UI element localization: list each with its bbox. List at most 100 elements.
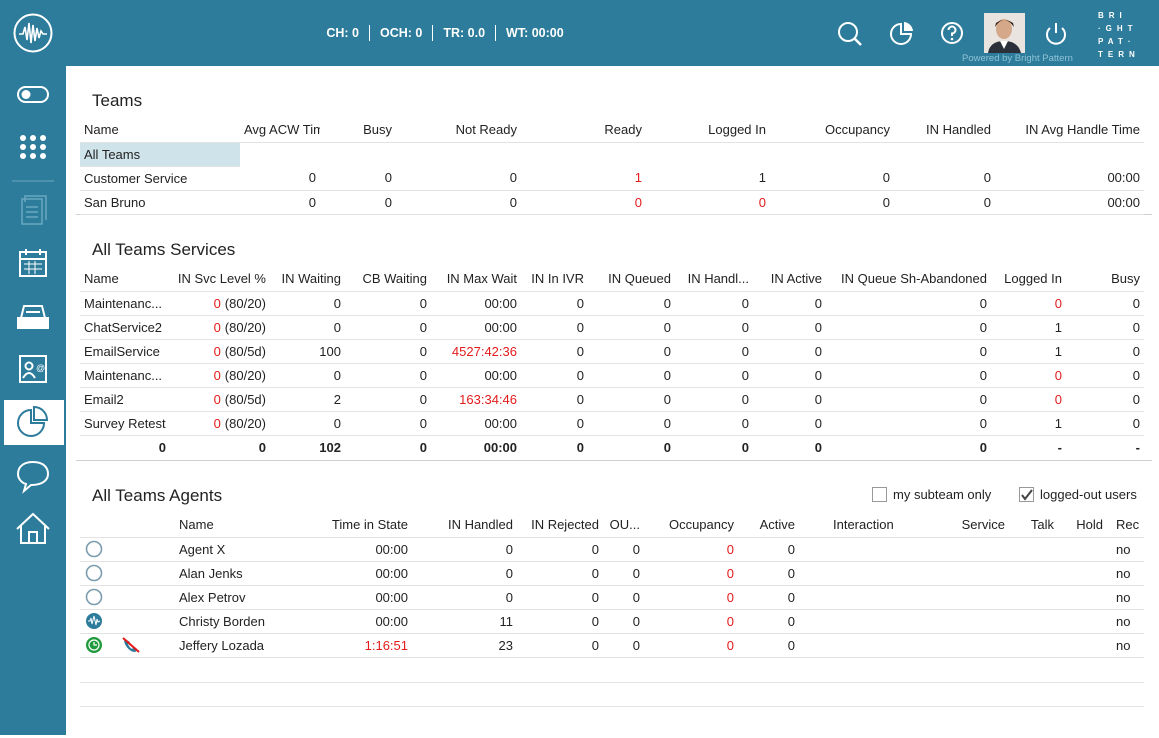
cell: 0 (345, 363, 431, 388)
table-row[interactable]: Maintenanc... 0 (80/20) 0 0 00:00 0 0 0 0 0 0 0 (80, 291, 1144, 316)
section-title: All Teams Services (92, 240, 236, 259)
total-cell: 0 (826, 434, 991, 459)
inbox-icon[interactable] (17, 305, 49, 329)
cell: 0 (644, 609, 738, 634)
divider (80, 682, 1144, 683)
cell: 1 (646, 166, 770, 191)
option[interactable]: my subteam only (872, 487, 991, 502)
toggle-icon[interactable] (17, 86, 49, 103)
empty-cell (799, 585, 927, 610)
cell: Alan Jenks (170, 561, 310, 586)
table-row[interactable]: ChatService2 0 (80/20) 0 0 00:00 0 0 0 0 0 1 0 (80, 315, 1144, 340)
docs-icon[interactable] (21, 195, 47, 225)
column-header: Hold (1058, 513, 1107, 538)
cell: 0 (770, 166, 894, 191)
table-row[interactable]: Christy Borden 00:00 11 0 0 0 0 no (80, 609, 1144, 634)
cell: Jeffery Lozada (170, 633, 310, 658)
column-header: Avg ACW Time (240, 118, 320, 143)
cell: 0 (753, 339, 826, 364)
total-cell: 0 (753, 434, 826, 459)
total-cell: 0 (588, 434, 675, 459)
option[interactable]: logged-out users (1019, 487, 1137, 502)
column-header: IN Queued (588, 267, 675, 292)
cell: 0 (412, 585, 517, 610)
column-header: Active (738, 513, 799, 538)
column-header: IN Handl... (675, 267, 753, 292)
logout-icon[interactable] (1042, 20, 1070, 48)
cell: 1:16:51 (310, 633, 412, 658)
checkbox[interactable] (1019, 487, 1034, 502)
cell: 0 (240, 190, 320, 215)
table-row[interactable]: Maintenanc... 0 (80/20) 0 0 00:00 0 0 0 0 0 0 0 (80, 363, 1144, 388)
avatar[interactable] (984, 13, 1025, 53)
divider (80, 706, 1144, 707)
check-mark (1021, 489, 1033, 501)
column-header: IN Queue Sh-Abandoned (826, 267, 991, 292)
table-row[interactable]: Customer Service 0 0 0 1 1 0 0 00:00 (80, 166, 1144, 191)
table-row[interactable]: Agent X 00:00 0 0 0 0 0 no (80, 537, 1144, 562)
cell: San Bruno (80, 190, 240, 215)
calendar-icon[interactable] (19, 249, 47, 277)
table-row[interactable]: All Teams (80, 142, 1144, 167)
svg-text:@: @ (36, 363, 45, 373)
reports-icon[interactable] (888, 20, 916, 48)
total-cell: 0 (521, 434, 588, 459)
sidebar: @ (0, 66, 66, 735)
column-header: Busy (1066, 267, 1144, 292)
cell: 0 (826, 363, 991, 388)
cell: 0 (894, 190, 995, 215)
table-row[interactable]: EmailService 0 (80/5d) 100 0 4527:42:36 0 0 0 0 0 1… (80, 339, 1144, 364)
empty-cell (1009, 585, 1058, 610)
cell-target: (80/20) (224, 319, 266, 335)
cell-value: 0 (213, 415, 221, 431)
cell: 0 (396, 190, 521, 215)
cell: 0 (894, 166, 995, 191)
cell: 0 (588, 315, 675, 340)
column-header: Name (80, 267, 170, 292)
status-cell (80, 609, 170, 634)
search-icon[interactable] (836, 20, 864, 48)
cell-value: 0 (213, 295, 221, 311)
cell: 00:00 (310, 609, 412, 634)
offline-icon (85, 564, 103, 582)
chat-icon[interactable] (16, 460, 50, 494)
table-row[interactable]: Survey Retest 0 (80/20) 0 0 00:00 0 0 0 0 0 1 0 (80, 411, 1144, 436)
cell: 0 (991, 291, 1066, 316)
home-icon[interactable] (16, 512, 50, 544)
cell: 0 (521, 411, 588, 436)
table-row[interactable]: Email2 0 (80/5d) 2 0 163:34:46 0 0 0 0 0 0 0 (80, 387, 1144, 412)
cell: 0 (521, 291, 588, 316)
cell: 0 (644, 537, 738, 562)
empty-cell (1009, 609, 1058, 634)
cell: 00:00 (310, 561, 412, 586)
cell: 0 (270, 363, 345, 388)
table-row[interactable]: San Bruno 0 0 0 0 0 0 0 00:00 (80, 190, 1144, 215)
cell: 00:00 (995, 190, 1144, 215)
cell: 0 (675, 363, 753, 388)
dashboard-icon[interactable] (17, 405, 49, 437)
cell: 0 (1066, 387, 1144, 412)
cell: 0 (738, 585, 799, 610)
stat: WT: 00:00 (495, 25, 574, 41)
column-header: Logged In (646, 118, 770, 143)
stat: CH: 0 (326, 26, 359, 40)
cell-target: (80/5d) (224, 391, 266, 407)
cell: EmailService (80, 339, 170, 364)
empty-cell (927, 561, 1009, 586)
column-header: IN Rejected (517, 513, 603, 538)
app-logo[interactable] (13, 13, 53, 53)
empty-cell (927, 537, 1009, 562)
cell: 23 (412, 633, 517, 658)
help-icon[interactable] (939, 20, 967, 48)
table-row[interactable]: Alex Petrov 00:00 0 0 0 0 0 no (80, 585, 1144, 610)
cell: 0 (412, 561, 517, 586)
checkbox[interactable] (872, 487, 887, 502)
contacts-icon[interactable]: @ (19, 355, 47, 383)
data-table: Name IN Svc Level % IN Waiting CB Waiting IN… (80, 267, 1144, 459)
apps-icon[interactable] (20, 135, 46, 159)
cell: 0 (1066, 339, 1144, 364)
table-row[interactable]: Jeffery Lozada 1:16:51 23 0 0 0 0 no (80, 633, 1144, 658)
table-row[interactable]: Alan Jenks 00:00 0 0 0 0 0 no (80, 561, 1144, 586)
cell: 0 (521, 190, 646, 215)
